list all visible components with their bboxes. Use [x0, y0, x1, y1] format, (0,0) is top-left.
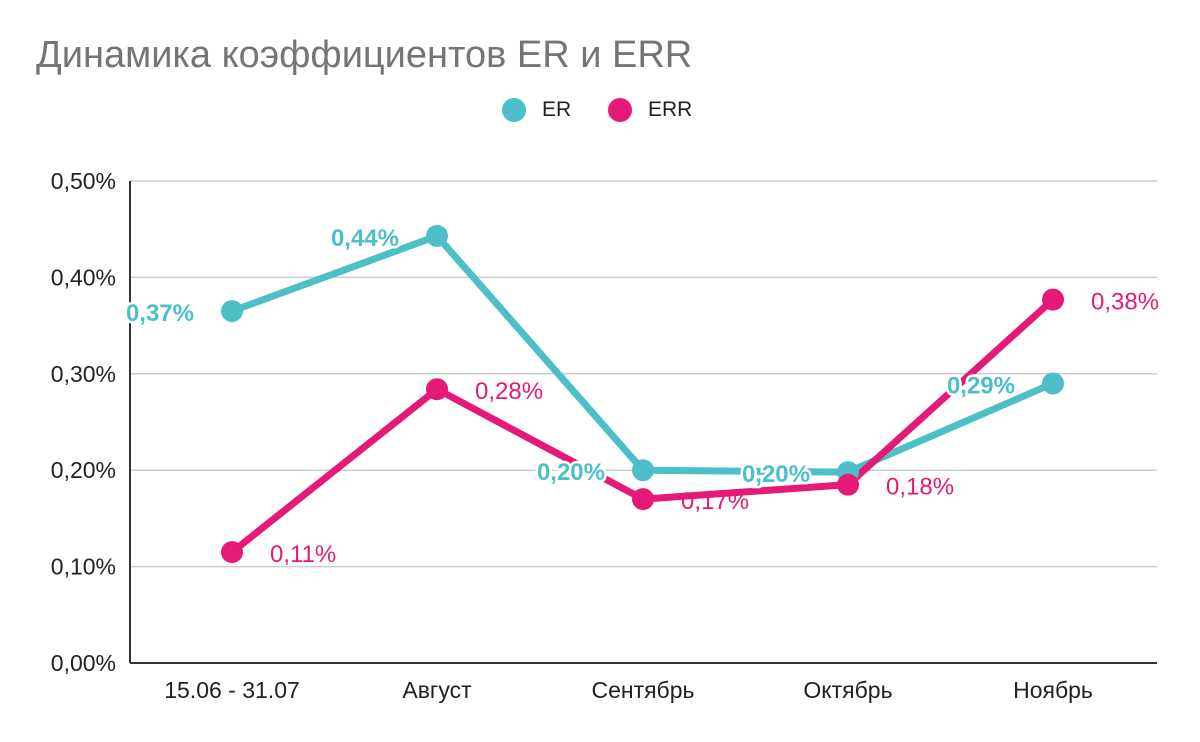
data-label-er: 0,37%: [126, 300, 194, 327]
series-line-err: [228, 296, 1057, 556]
data-point-er[interactable]: [1042, 372, 1064, 395]
axes: 0,00% 0,10% 0,20% 0,30% 0,40% 0,50% 15.06 - 31…: [51, 168, 1157, 703]
y-tick-label: 0,50%: [51, 168, 116, 194]
x-tick-label: Ноябрь: [1013, 677, 1093, 703]
y-tick-label: 0,30%: [51, 361, 116, 387]
data-label-er: 0,20%: [537, 459, 605, 486]
series-points: [221, 224, 1064, 564]
data-point-err[interactable]: [1042, 288, 1064, 311]
data-point-er[interactable]: [426, 224, 448, 247]
data-point-err[interactable]: [221, 541, 243, 564]
data-point-err[interactable]: [837, 473, 859, 496]
data-labels: 0,37% 0,44% 0,20% 0,20% 0,29% 0,11% 0,28% 0,17%…: [123, 222, 1159, 568]
data-label-err: 0,18%: [886, 474, 954, 501]
y-tick-label: 0,10%: [51, 554, 116, 580]
series-line-er: [228, 232, 1057, 476]
data-label-err: 0,38%: [1091, 289, 1159, 316]
y-tick-label: 0,20%: [51, 457, 116, 483]
legend-item-err[interactable]: ERR: [608, 98, 692, 122]
legend-item-er[interactable]: ER: [502, 98, 571, 122]
data-label-err: 0,11%: [270, 541, 336, 568]
legend: ER ERR: [0, 98, 1200, 128]
x-tick-label: 15.06 - 31.07: [164, 677, 300, 703]
data-label-err: 0,17%: [681, 488, 749, 515]
data-label-er: 0,20%: [742, 461, 810, 488]
data-label-er: 0,44%: [331, 225, 399, 252]
legend-label-er: ER: [542, 98, 572, 121]
data-point-er[interactable]: [221, 300, 243, 323]
legend-label-err: ERR: [648, 98, 693, 121]
y-tick-label: 0,40%: [51, 264, 116, 290]
x-tick-label: Октябрь: [803, 677, 892, 703]
chart-title: Динамика коэффициентов ER и ERR: [36, 34, 693, 76]
data-label-err: 0,28%: [475, 378, 543, 405]
data-point-er[interactable]: [632, 459, 654, 482]
x-tick-label: Август: [402, 677, 472, 703]
y-tick-label: 0,00%: [51, 650, 116, 676]
data-point-err[interactable]: [426, 378, 448, 401]
x-tick-label: Сентябрь: [591, 677, 694, 703]
data-label-er: 0,29%: [947, 372, 1015, 399]
legend-swatch-err: [608, 98, 632, 122]
legend-swatch-er: [502, 98, 526, 122]
data-point-err[interactable]: [632, 488, 654, 511]
